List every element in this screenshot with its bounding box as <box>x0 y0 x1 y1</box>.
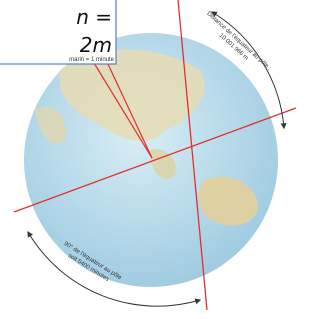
box-line: n = <box>76 5 112 29</box>
box-caption: marin = 1 minute <box>69 57 115 63</box>
box-line: 2m <box>80 33 112 57</box>
diagram: Distance de l'équateur au pôle : 10 001 … <box>0 0 298 319</box>
page: Distance de l'équateur au pôle : 10 001 … <box>0 0 298 319</box>
